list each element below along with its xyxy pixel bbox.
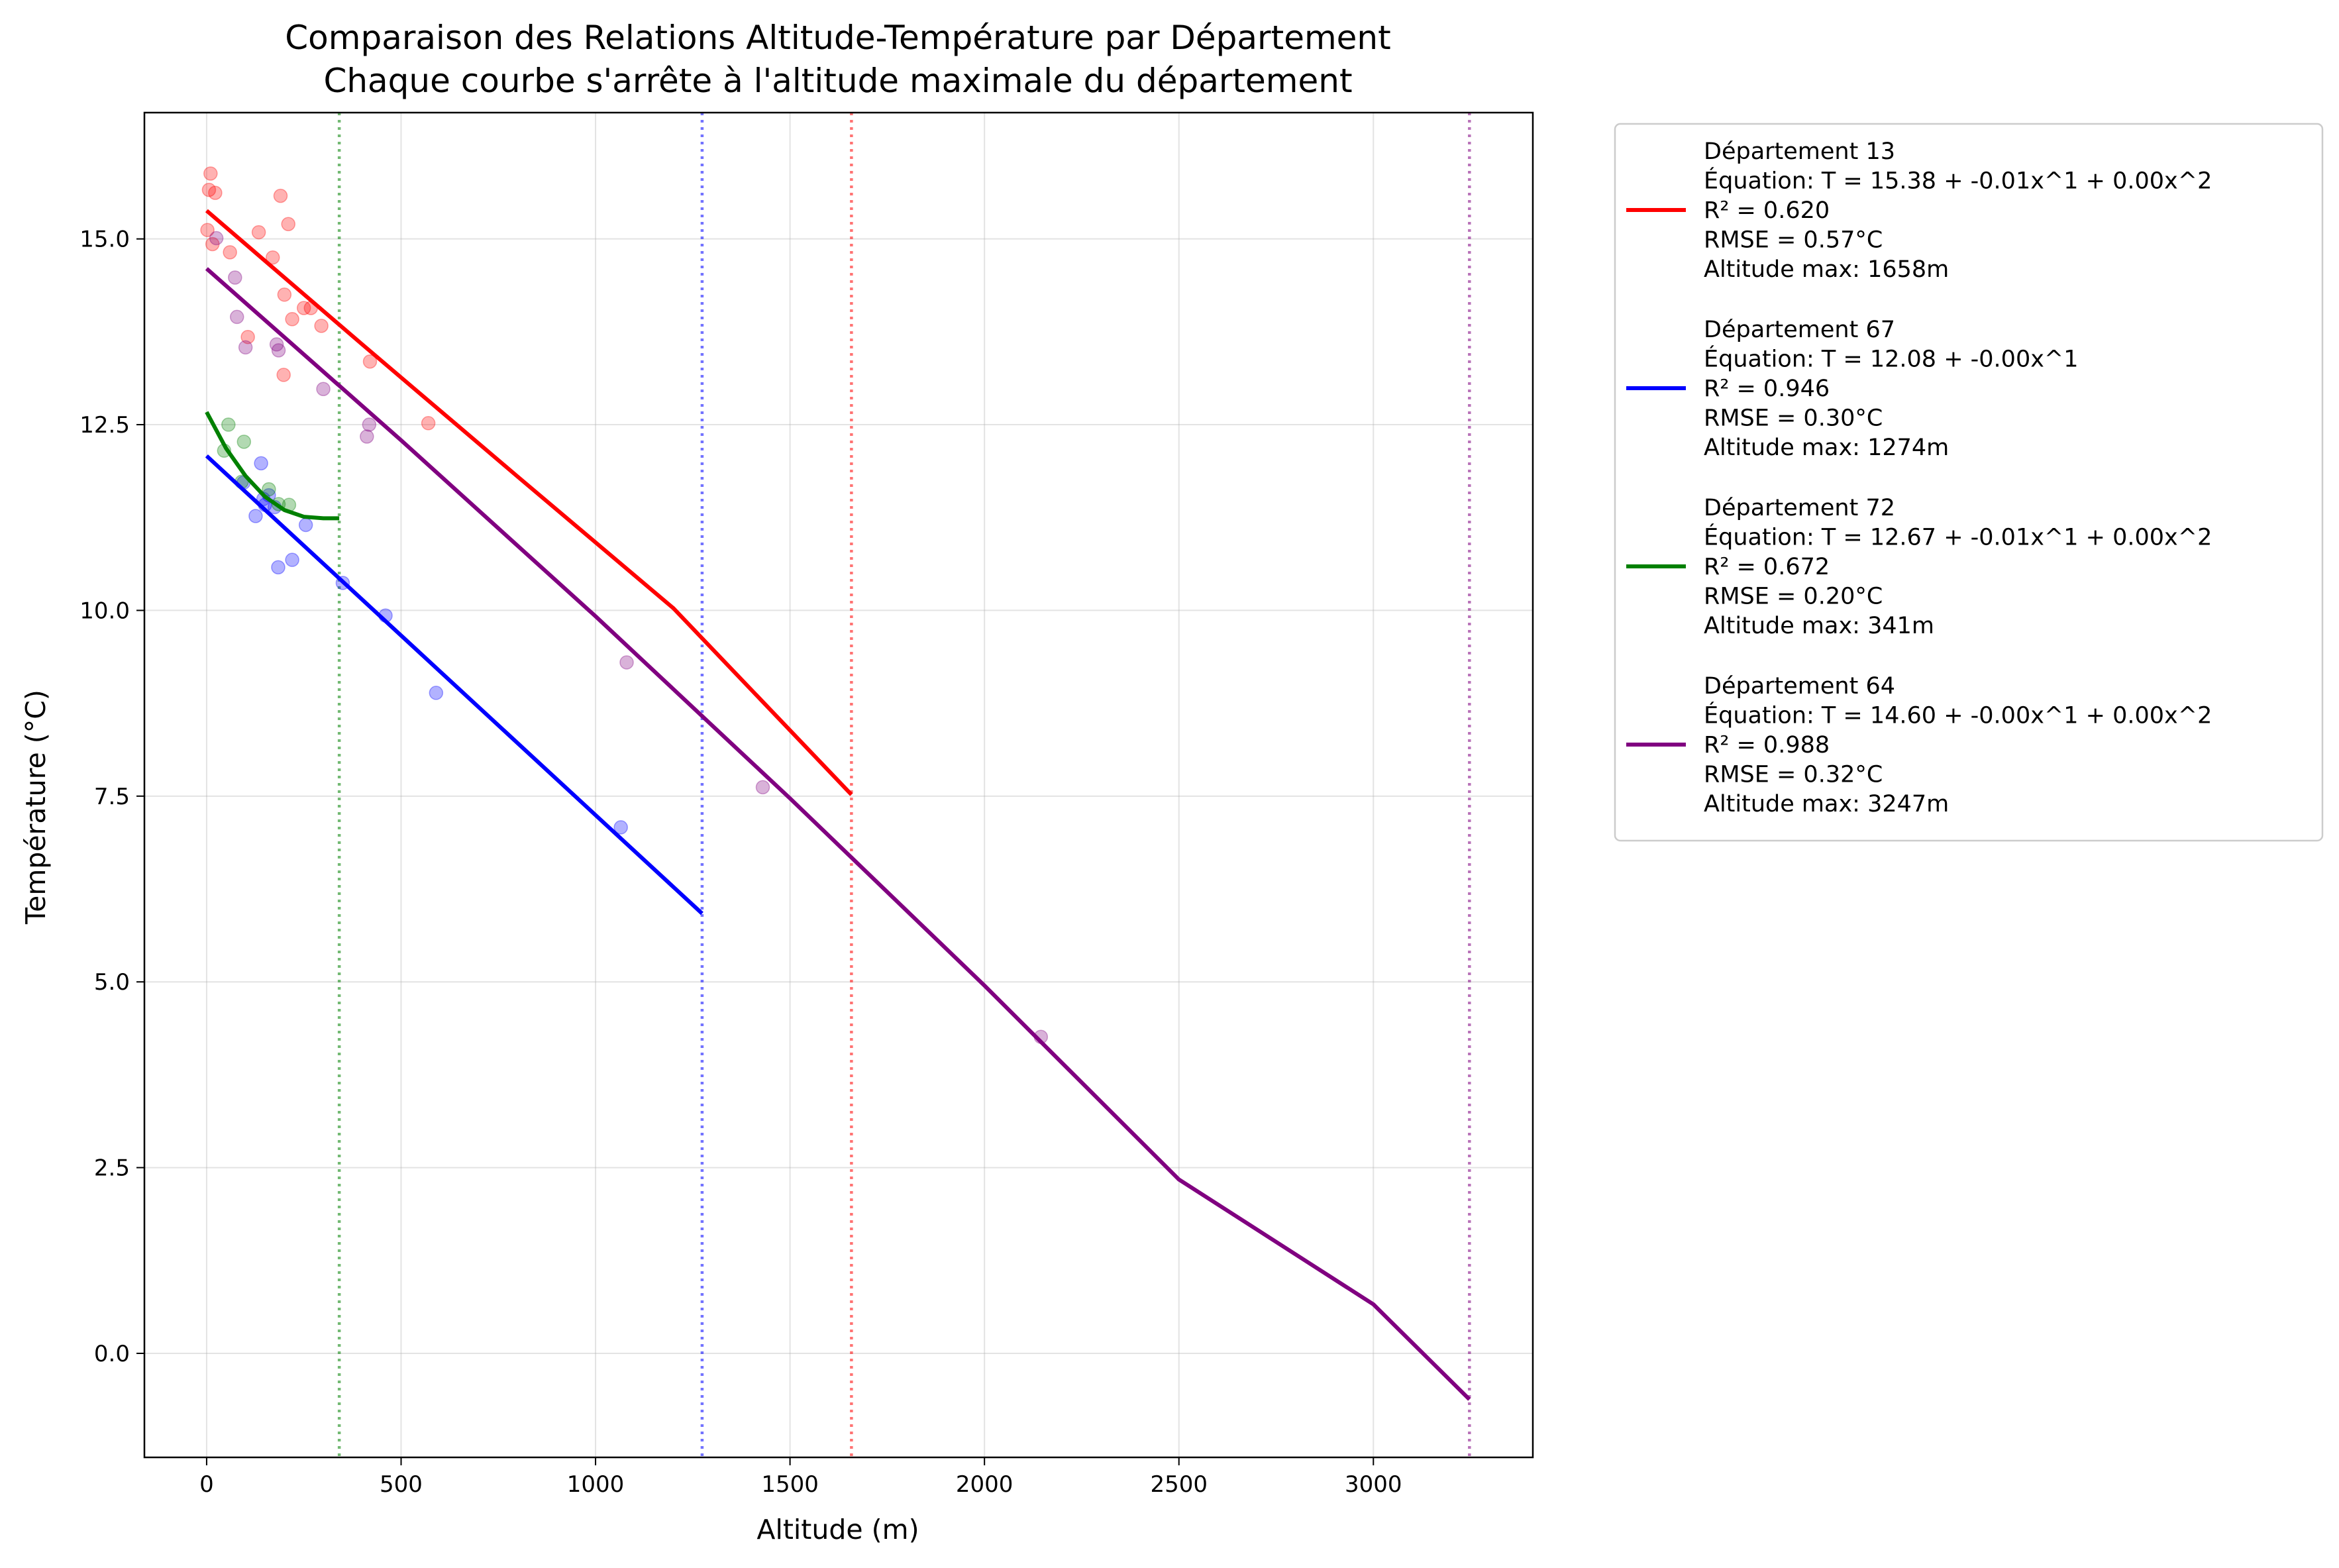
y-tick-label: 7.5: [94, 784, 130, 810]
data-point: [755, 780, 770, 795]
data-point: [228, 270, 242, 285]
data-point: [208, 185, 223, 200]
x-tick-label: 1500: [761, 1471, 819, 1498]
legend-entry-text: R² = 0.620: [1704, 197, 1830, 224]
grid: [144, 113, 1533, 1457]
data-point: [248, 509, 263, 523]
fit-curves: [205, 209, 1471, 1401]
legend-entry-text: R² = 0.988: [1704, 732, 1830, 758]
data-point: [429, 686, 444, 700]
data-point: [281, 217, 295, 231]
data-point: [619, 655, 634, 670]
data-point: [362, 417, 377, 432]
data-point: [269, 337, 284, 352]
data-point: [254, 456, 268, 471]
y-tick-label: 2.5: [94, 1155, 130, 1182]
data-point: [203, 166, 218, 181]
fit-curve: [205, 267, 1471, 1401]
plot-frame: [143, 111, 1534, 1459]
chart-title: Comparaison des Relations Altitude-Tempé…: [285, 19, 1390, 57]
data-point: [271, 560, 286, 575]
legend-entry-text: Altitude max: 1274m: [1704, 435, 1949, 461]
data-point: [238, 340, 253, 355]
y-tick-label: 0.0: [94, 1341, 130, 1367]
y-tick-label: 15.0: [79, 227, 130, 253]
x-axis-label: Altitude (m): [756, 1514, 919, 1545]
max-altitude-lines: [337, 113, 1471, 1457]
x-tick-label: 3000: [1345, 1471, 1402, 1498]
data-point: [613, 820, 628, 835]
data-point: [298, 517, 313, 533]
legend-entry-text: RMSE = 0.57°C: [1704, 227, 1883, 254]
chart-subtitle: Chaque courbe s'arrête à l'altitude maxi…: [323, 62, 1352, 100]
legend-entry-text: Altitude max: 1658m: [1704, 256, 1949, 283]
y-axis-ticks: 0.0 2.5 5.0 7.5 10.0 12.5 15.0: [79, 227, 144, 1367]
data-point: [277, 287, 292, 302]
data-point: [251, 225, 266, 240]
x-tick-label: 0: [199, 1471, 214, 1498]
data-point: [221, 417, 236, 432]
y-tick-label: 5.0: [94, 969, 130, 996]
data-point: [273, 188, 288, 203]
fit-curve: [205, 411, 340, 521]
data-point: [362, 354, 378, 369]
legend-entry-text: R² = 0.946: [1704, 376, 1830, 402]
data-point: [285, 552, 299, 567]
data-point: [271, 343, 286, 358]
y-tick-label: 12.5: [79, 412, 130, 439]
data-point: [285, 312, 299, 327]
x-tick-label: 2500: [1150, 1471, 1208, 1498]
data-point: [200, 223, 215, 237]
data-point: [240, 329, 255, 344]
legend-entry-text: RMSE = 0.32°C: [1704, 762, 1883, 788]
legend-entry-text: Département 13: [1704, 138, 1895, 165]
data-point: [316, 382, 331, 396]
data-point: [205, 236, 220, 252]
data-point: [421, 416, 436, 431]
legend-entry-text: Équation: T = 14.60 + -0.00x^1 + 0.00x^2: [1704, 702, 2212, 729]
legend-entry-text: Équation: T = 15.38 + -0.01x^1 + 0.00x^2: [1704, 167, 2212, 195]
fit-curve: [205, 209, 853, 796]
legend-entry-text: Équation: T = 12.67 + -0.01x^1 + 0.00x^2: [1704, 523, 2212, 551]
x-tick-label: 500: [380, 1471, 423, 1498]
fit-curve: [205, 454, 703, 915]
y-tick-label: 10.0: [79, 598, 130, 624]
data-point: [314, 319, 329, 333]
data-points: [200, 166, 1049, 1044]
data-point: [276, 368, 291, 382]
data-point: [209, 231, 224, 246]
legend-entry-text: Département 67: [1704, 317, 1895, 343]
legend-frame: [1614, 123, 2324, 842]
legend-entry-text: Altitude max: 3247m: [1704, 791, 1949, 817]
x-axis-ticks: 0 500 1000 1500 2000 2500 3000: [199, 1457, 1402, 1498]
legend-entry-text: R² = 0.672: [1704, 554, 1830, 580]
legend-entry-text: RMSE = 0.20°C: [1704, 584, 1883, 610]
data-point: [201, 182, 217, 197]
data-point: [223, 245, 237, 260]
data-point: [262, 482, 276, 497]
data-point: [296, 301, 311, 315]
data-point: [265, 250, 280, 265]
y-axis-label: Température (°C): [20, 690, 52, 925]
legend-entry-text: Département 72: [1704, 495, 1895, 521]
legend-entry-text: RMSE = 0.30°C: [1704, 405, 1883, 432]
legend-entry-text: Département 64: [1704, 673, 1895, 700]
legend-entry-text: Équation: T = 12.08 + -0.00x^1: [1704, 345, 2079, 373]
data-point: [229, 309, 244, 325]
legend-entry-text: Altitude max: 341m: [1704, 613, 1934, 639]
x-tick-label: 1000: [567, 1471, 625, 1498]
data-point: [360, 429, 374, 444]
x-tick-label: 2000: [956, 1471, 1014, 1498]
chart-title-group: Comparaison des Relations Altitude-Tempé…: [285, 19, 1390, 100]
data-point: [236, 435, 252, 449]
